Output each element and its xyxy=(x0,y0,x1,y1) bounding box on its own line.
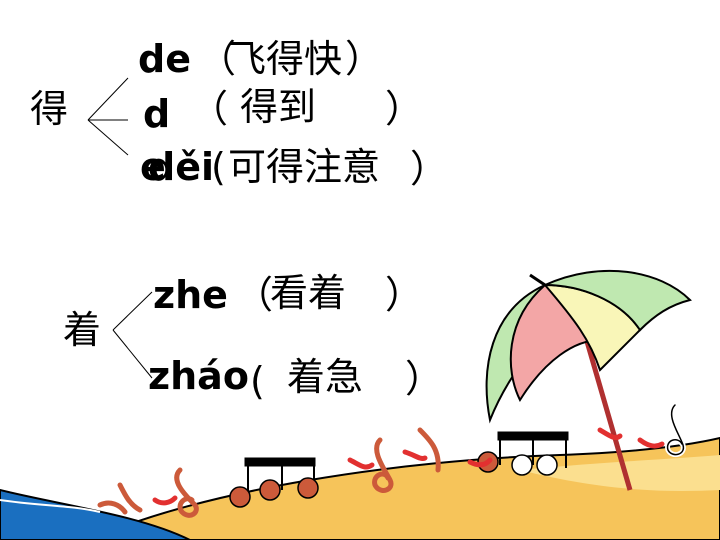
bracket-lines xyxy=(87,77,153,379)
music-note-icon xyxy=(229,451,558,508)
pinyin-de-1: de xyxy=(138,37,191,81)
paren-close-1: ） xyxy=(345,37,384,81)
pinyin-zhao: zháo xyxy=(148,354,249,398)
pinyin-overlap-e: e xyxy=(140,145,166,189)
beamed-notes-icon xyxy=(244,431,569,495)
example-word-3: 可得注意 xyxy=(228,145,381,189)
pinyin-zhe: zhe xyxy=(153,273,228,317)
paren-close-3: ） xyxy=(410,147,449,191)
paren-close-4: ） xyxy=(385,273,424,317)
character-zhe: 着 xyxy=(63,308,102,352)
treble-clef-icon xyxy=(174,402,686,518)
example-word-1: 飞得快 xyxy=(228,37,343,81)
paren-open-5: ( xyxy=(250,359,265,403)
beach-umbrella-icon xyxy=(485,269,692,491)
pinyin-de-2: d xyxy=(143,92,171,136)
example-word-4: 看着 xyxy=(270,271,347,315)
paren-open-2: （ xyxy=(190,87,229,131)
paren-open-3: ( xyxy=(211,145,226,189)
pinyin-dei: děi xyxy=(148,145,214,189)
example-word-2: 得到 xyxy=(240,85,317,129)
paren-open-4: （ xyxy=(235,273,274,317)
paren-open-1: （ xyxy=(198,37,237,81)
character-de: 得 xyxy=(30,87,69,131)
paren-close-2: ） xyxy=(385,87,424,131)
paren-close-5: ） xyxy=(405,357,444,401)
dancing-note-icon xyxy=(97,427,665,515)
sea xyxy=(0,488,191,540)
example-word-5: 着急 xyxy=(287,355,364,399)
sand-highlight xyxy=(520,455,720,491)
